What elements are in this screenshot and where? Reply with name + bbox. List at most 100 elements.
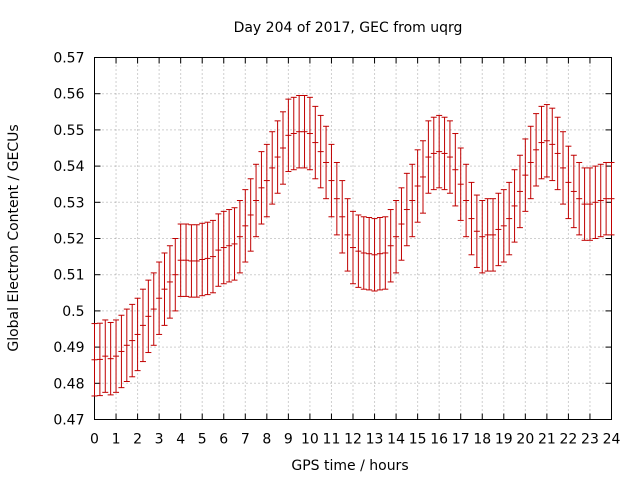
x-tick-label: 18 — [473, 432, 491, 448]
data-point — [409, 163, 416, 238]
x-tick-label: 0 — [90, 432, 99, 448]
y-tick-label: 0.57 — [53, 51, 84, 67]
data-point — [533, 113, 540, 187]
data-point — [516, 154, 523, 229]
data-point — [290, 96, 297, 171]
data-point — [355, 214, 362, 288]
data-point — [479, 199, 486, 274]
data-point — [118, 314, 125, 389]
y-tick-label: 0.49 — [53, 340, 84, 356]
data-point — [608, 161, 615, 236]
y-tick-label: 0.52 — [53, 232, 84, 248]
x-tick-label: 20 — [516, 432, 534, 448]
x-tick-label: 3 — [155, 432, 164, 448]
data-point — [597, 163, 604, 238]
data-point — [204, 221, 211, 296]
data-point — [473, 194, 480, 268]
y-tick-label: 0.51 — [53, 268, 84, 284]
data-point — [382, 216, 389, 290]
data-point — [366, 217, 373, 291]
chart-title: Day 204 of 2017, GEC from uqrg — [234, 20, 463, 36]
data-point — [436, 114, 443, 189]
data-point — [538, 105, 545, 180]
y-tick-label: 0.48 — [53, 376, 84, 392]
data-point — [177, 223, 184, 297]
x-tick-label: 5 — [198, 432, 207, 448]
y-tick-label: 0.53 — [53, 195, 84, 211]
data-point — [91, 323, 98, 397]
data-point — [209, 219, 216, 294]
axis-ticks: 0 1 2 3 4 5 6 7 8 9 10 11 12 13 14 15 16 17 18 19 20 21 22 23 24… — [53, 51, 620, 448]
data-point — [592, 165, 599, 239]
data-point — [296, 95, 303, 169]
data-point — [285, 98, 292, 173]
data-point — [242, 189, 249, 263]
data-point — [506, 181, 513, 256]
data-point — [188, 224, 195, 298]
data-point — [398, 187, 405, 261]
data-point — [123, 308, 130, 382]
data-point — [446, 120, 453, 194]
x-tick-label: 13 — [366, 432, 384, 448]
data-point — [554, 116, 561, 191]
data-point — [495, 192, 502, 267]
x-tick-label: 17 — [452, 432, 470, 448]
data-point — [511, 169, 518, 243]
x-tick-label: 8 — [262, 432, 271, 448]
data-point — [328, 143, 335, 218]
data-point — [247, 178, 254, 252]
y-axis-label: Global Electron Content / GECUs — [6, 124, 22, 351]
data-point — [317, 114, 324, 189]
data-point — [102, 319, 109, 393]
data-point — [333, 161, 340, 236]
x-tick-label: 12 — [344, 432, 362, 448]
data-point — [96, 322, 103, 397]
x-axis-label: GPS time / hours — [291, 458, 408, 474]
data-point — [172, 238, 179, 312]
x-tick-label: 14 — [387, 432, 405, 448]
data-point — [371, 218, 378, 292]
x-tick-label: 9 — [284, 432, 293, 448]
data-point — [543, 104, 550, 178]
y-tick-label: 0.56 — [53, 87, 84, 103]
x-tick-label: 15 — [409, 432, 427, 448]
data-point — [145, 279, 152, 354]
data-point — [420, 140, 427, 214]
data-point — [113, 319, 120, 393]
data-point — [129, 303, 136, 378]
data-point — [576, 161, 583, 236]
data-point — [403, 172, 410, 247]
data-point — [425, 120, 432, 194]
data-point — [360, 216, 367, 290]
data-point — [139, 288, 146, 363]
data-point — [522, 138, 529, 212]
x-tick-label: 6 — [219, 432, 228, 448]
data-point — [306, 96, 313, 171]
data-point — [414, 149, 421, 223]
data-point — [220, 210, 227, 285]
data-point — [527, 125, 534, 200]
data-point — [344, 198, 351, 272]
data-point — [549, 107, 556, 182]
data-point — [560, 131, 567, 205]
x-tick-label: 4 — [176, 432, 185, 448]
data-point — [581, 167, 588, 241]
x-tick-label: 1 — [112, 432, 121, 448]
y-tick-label: 0.5 — [62, 304, 84, 320]
data-point — [263, 143, 270, 218]
data-point — [570, 154, 577, 229]
x-tick-label: 16 — [430, 432, 448, 448]
x-tick-label: 24 — [603, 432, 621, 448]
y-tick-label: 0.55 — [53, 123, 84, 139]
data-point — [231, 207, 238, 281]
data-point — [500, 189, 507, 263]
data-point — [301, 95, 308, 169]
data-point — [193, 224, 200, 298]
data-point — [441, 116, 448, 191]
x-tick-label: 11 — [323, 432, 341, 448]
data-point — [312, 105, 319, 180]
data-point — [452, 133, 459, 207]
data-point — [134, 297, 141, 372]
x-tick-label: 23 — [581, 432, 599, 448]
error-bars — [91, 95, 615, 397]
